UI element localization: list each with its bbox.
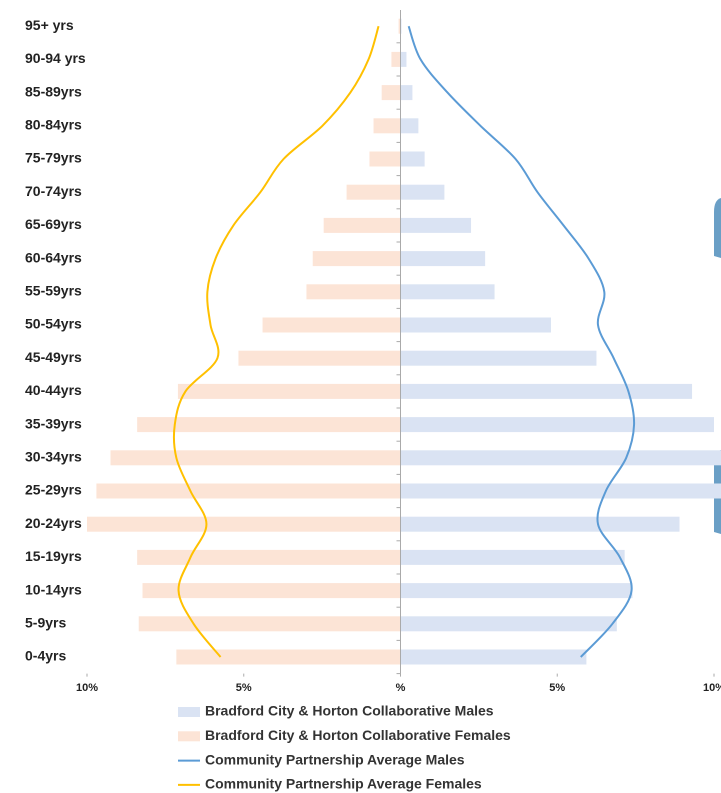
category-label: 0-4yrs bbox=[25, 648, 66, 664]
x-tick-label: 10% bbox=[76, 682, 98, 694]
category-label: 60-64yrs bbox=[25, 249, 82, 265]
category-label: 70-74yrs bbox=[25, 183, 82, 199]
category-label: 65-69yrs bbox=[25, 216, 82, 232]
bar bbox=[177, 383, 401, 399]
bar bbox=[400, 616, 617, 632]
category-label: 90-94 yrs bbox=[25, 50, 86, 66]
bar bbox=[238, 350, 401, 366]
legend-label: Bradford City & Horton Collaborative Mal… bbox=[205, 703, 494, 719]
bar bbox=[400, 118, 419, 134]
bar bbox=[400, 251, 486, 267]
category-label: 80-84yrs bbox=[25, 117, 82, 133]
bar bbox=[400, 383, 693, 399]
bar bbox=[137, 417, 401, 433]
category-label: 85-89yrs bbox=[25, 83, 82, 99]
legend-swatch bbox=[178, 731, 200, 742]
line bbox=[407, 25, 636, 658]
line bbox=[172, 25, 380, 658]
bar bbox=[400, 649, 587, 665]
bar bbox=[400, 549, 625, 565]
bar bbox=[400, 184, 445, 200]
bar bbox=[142, 583, 401, 599]
bar bbox=[110, 450, 401, 466]
legend-label: Bradford City & Horton Collaborative Fem… bbox=[205, 727, 511, 743]
bar bbox=[373, 118, 401, 134]
bar bbox=[398, 18, 401, 34]
category-label: 30-34yrs bbox=[25, 449, 82, 465]
category-label: 45-49yrs bbox=[25, 349, 82, 365]
bar bbox=[323, 217, 401, 233]
bar bbox=[400, 217, 472, 233]
category-label: 10-14yrs bbox=[25, 581, 82, 597]
category-label: 25-29yrs bbox=[25, 482, 82, 498]
bar bbox=[346, 184, 401, 200]
cropped-callout bbox=[714, 198, 721, 258]
bar bbox=[400, 317, 551, 333]
x-tick-label: % bbox=[396, 682, 406, 694]
bar bbox=[400, 516, 680, 532]
category-label: 50-54yrs bbox=[25, 316, 82, 332]
category-label: 20-24yrs bbox=[25, 515, 82, 531]
category-label: 35-39yrs bbox=[25, 415, 82, 431]
bar bbox=[262, 317, 401, 333]
category-label: 40-44yrs bbox=[25, 382, 82, 398]
legend-label: Community Partnership Average Females bbox=[205, 776, 482, 792]
x-tick-label: 5% bbox=[549, 682, 565, 694]
bar bbox=[400, 284, 495, 300]
category-label: 15-19yrs bbox=[25, 548, 82, 564]
bar bbox=[400, 51, 407, 67]
legend-label: Community Partnership Average Males bbox=[205, 751, 465, 767]
category-label: 55-59yrs bbox=[25, 283, 82, 299]
bar bbox=[400, 350, 597, 366]
bar bbox=[400, 151, 425, 167]
bar bbox=[400, 450, 721, 466]
x-tick-label: 10% bbox=[703, 682, 721, 694]
category-label: 95+ yrs bbox=[25, 17, 74, 33]
category-label: 5-9yrs bbox=[25, 615, 66, 631]
bar bbox=[369, 151, 401, 167]
bar bbox=[381, 85, 401, 101]
bar bbox=[400, 85, 413, 101]
x-tick-label: 5% bbox=[236, 682, 252, 694]
bar bbox=[87, 516, 401, 532]
bar bbox=[96, 483, 401, 499]
bar bbox=[312, 251, 401, 267]
bar bbox=[391, 51, 401, 67]
bar bbox=[137, 549, 401, 565]
bar bbox=[138, 616, 401, 632]
bar bbox=[400, 417, 714, 433]
bar bbox=[400, 483, 721, 499]
bar bbox=[400, 583, 633, 599]
legend-swatch bbox=[178, 707, 200, 717]
bar bbox=[176, 649, 401, 665]
category-label: 75-79yrs bbox=[25, 150, 82, 166]
bar bbox=[306, 284, 401, 300]
